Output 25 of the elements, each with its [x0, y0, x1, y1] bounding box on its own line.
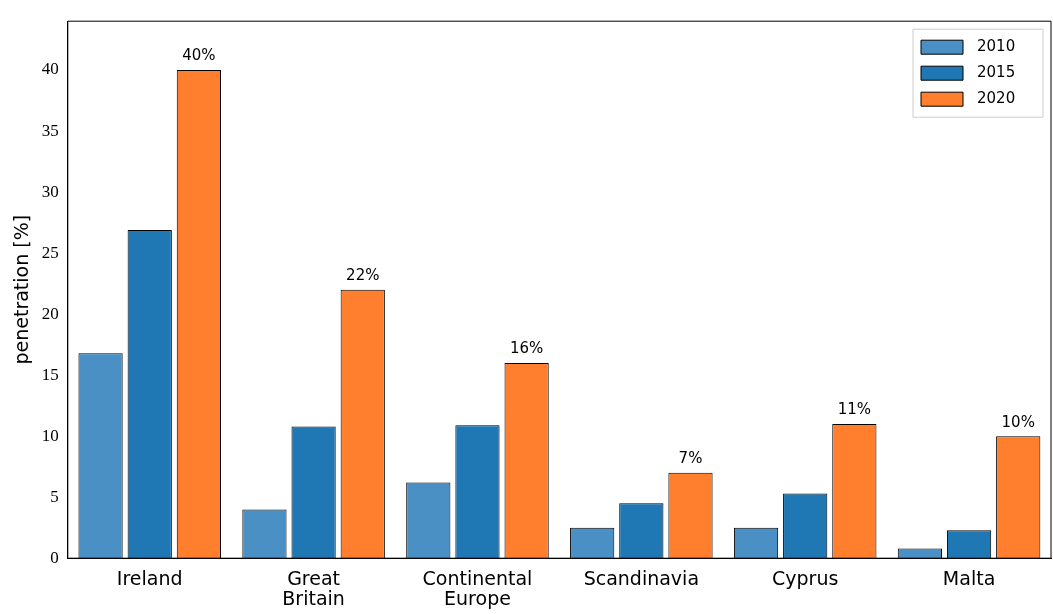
y-tick-label: 10: [41, 425, 59, 445]
data-label: 22%: [346, 266, 380, 285]
x-tick-label: Cyprus: [772, 566, 839, 589]
data-label: 40%: [182, 46, 216, 65]
y-tick-label: 40: [41, 59, 59, 79]
y-tick-label: 15: [41, 364, 59, 384]
x-tick-label: Continental Europe: [422, 566, 533, 610]
legend-label: 2015: [977, 63, 1016, 82]
y-tick-label: 20: [41, 303, 59, 323]
legend-label: 2020: [977, 89, 1016, 108]
legend-label: 2010: [977, 37, 1016, 56]
data-label: 11%: [837, 400, 872, 419]
data-label: 10%: [1001, 412, 1035, 431]
y-tick-label: 35: [41, 120, 59, 140]
data-label: 7%: [678, 449, 703, 468]
y-tick-label: 25: [41, 242, 59, 262]
x-tick-label: Ireland: [116, 566, 183, 589]
y-tick-label: 5: [50, 486, 59, 506]
x-tick-label: Scandinavia: [583, 566, 700, 589]
y-tick-label: 30: [41, 181, 59, 201]
y-axis-title: penetration [%]: [10, 214, 33, 365]
x-tick-label: Great Britain: [282, 566, 345, 610]
y-tick-label: 0: [50, 547, 59, 567]
data-label: 16%: [509, 339, 544, 358]
x-tick-label: Malta: [942, 566, 996, 589]
